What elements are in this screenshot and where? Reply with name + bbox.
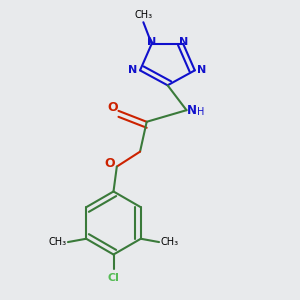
Text: Cl: Cl <box>108 273 119 284</box>
Text: CH₃: CH₃ <box>160 237 178 247</box>
Text: O: O <box>105 158 116 170</box>
Text: N: N <box>147 37 156 47</box>
Text: N: N <box>128 65 137 75</box>
Text: N: N <box>187 104 196 117</box>
Text: CH₃: CH₃ <box>49 237 67 247</box>
Text: N: N <box>197 65 207 75</box>
Text: O: O <box>107 101 118 114</box>
Text: CH₃: CH₃ <box>135 10 153 20</box>
Text: N: N <box>178 37 188 47</box>
Text: H: H <box>197 106 205 116</box>
